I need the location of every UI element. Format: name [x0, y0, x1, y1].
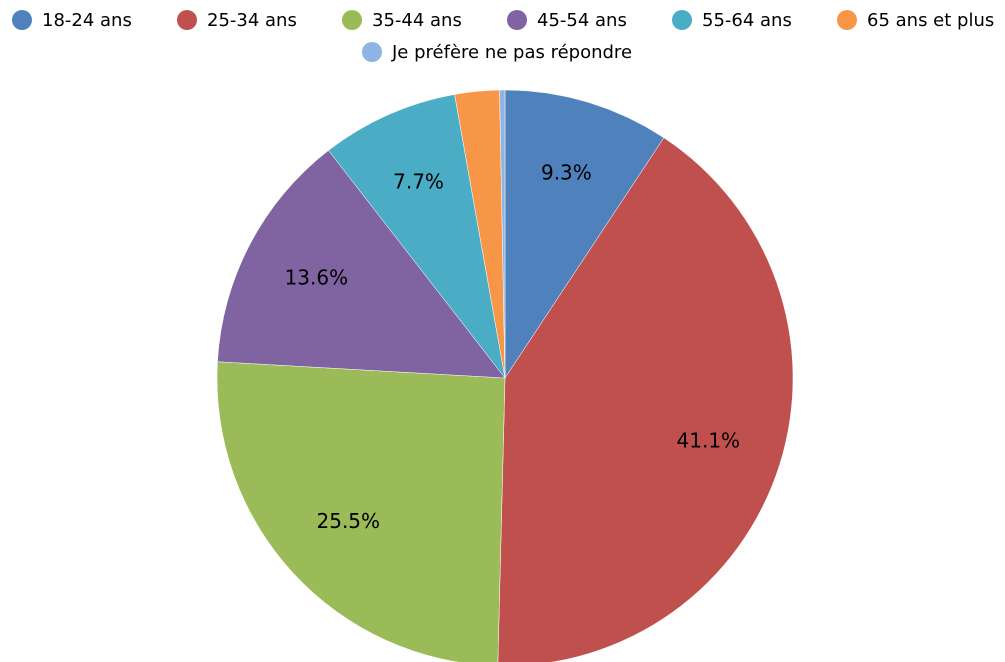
data-label: 13.6% — [285, 265, 349, 289]
legend-swatch — [507, 10, 527, 30]
data-label: 25.5% — [317, 509, 381, 533]
pie-slice — [216, 361, 506, 662]
legend-swatch — [177, 10, 197, 30]
pie-slice — [504, 89, 665, 379]
legend-swatch — [672, 10, 692, 30]
legend-label: 25-34 ans — [207, 10, 297, 31]
legend-swatch — [362, 42, 382, 62]
legend-label: Je préfère ne pas répondre — [391, 42, 632, 63]
legend-label: 55-64 ans — [702, 10, 792, 31]
legend-swatch — [12, 10, 32, 30]
legend-swatch — [342, 10, 362, 30]
data-label: 41.1% — [677, 428, 741, 452]
legend-label: 18-24 ans — [42, 10, 132, 31]
data-label: 7.7% — [393, 170, 444, 194]
legend-swatch — [837, 10, 857, 30]
pie-slice — [497, 137, 794, 662]
legend-label: 45-54 ans — [537, 10, 627, 31]
legend-label: 65 ans et plus — [867, 10, 994, 31]
pie-slice — [217, 150, 506, 379]
pie-slice — [499, 89, 506, 379]
data-label: 9.3% — [541, 160, 592, 184]
pie-slice — [328, 94, 506, 379]
legend-label: 35-44 ans — [372, 10, 462, 31]
